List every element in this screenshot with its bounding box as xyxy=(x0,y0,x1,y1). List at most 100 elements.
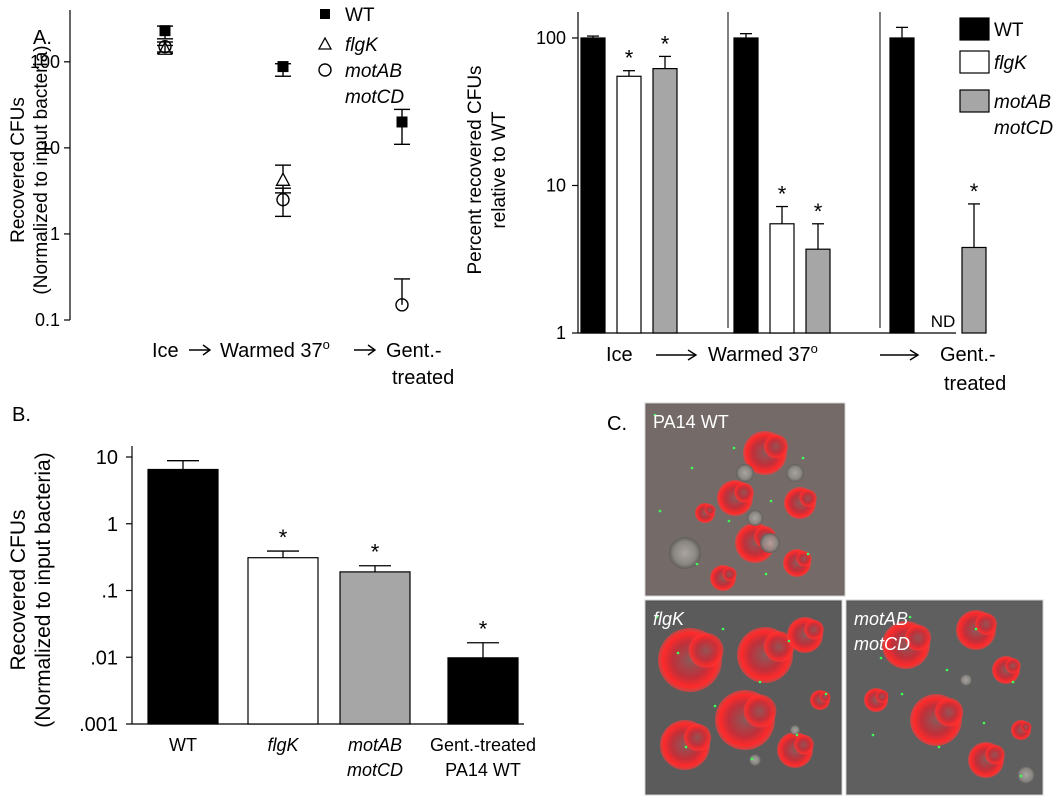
bacterium xyxy=(655,615,659,619)
bacterium xyxy=(937,745,941,749)
cell xyxy=(747,510,763,526)
legend-item: flgK xyxy=(317,35,379,56)
data-point-wt xyxy=(277,61,289,73)
data-point-flgk xyxy=(275,171,291,186)
category-label: WT xyxy=(169,735,197,755)
micrograph-label: PA14 WT xyxy=(653,412,729,432)
panel-a-bar-legend: WT flgK motAB motCD xyxy=(959,17,1053,139)
legend-label: flgK xyxy=(994,53,1028,74)
error-bar xyxy=(659,55,671,69)
ytick-label: 10 xyxy=(40,138,60,158)
ytick-label: 10 xyxy=(96,447,118,469)
bacterium xyxy=(684,745,688,749)
legend-label-line2: motCD xyxy=(345,87,404,108)
bacterium xyxy=(1019,774,1023,778)
bacterium xyxy=(721,627,725,631)
ytick-label: 1 xyxy=(107,514,118,536)
significance-star: * xyxy=(371,540,380,565)
significance-star: * xyxy=(814,199,823,224)
ytick-label: .001 xyxy=(79,714,118,736)
legend-swatch xyxy=(959,89,990,113)
bacterium xyxy=(787,639,791,643)
micrograph-1: PA14 WT xyxy=(644,402,846,597)
category-label-line2: motCD xyxy=(347,760,403,780)
bar xyxy=(769,223,795,334)
error-bar xyxy=(812,223,824,250)
significance-star: * xyxy=(279,525,288,550)
circle-marker-icon xyxy=(318,63,332,77)
triangle-marker-icon xyxy=(317,36,333,50)
bacterium xyxy=(658,509,662,513)
ytick-label: 0.1 xyxy=(35,310,60,330)
not-detected-label: ND xyxy=(931,312,956,331)
legend-label: WT xyxy=(345,5,375,26)
bacterium xyxy=(982,721,986,725)
bacterium xyxy=(727,519,731,523)
significance-star: * xyxy=(778,182,787,207)
micrograph-label: motAB xyxy=(854,609,908,629)
error-bar xyxy=(587,35,599,38)
bacterium xyxy=(945,668,949,672)
ytick-label: 100 xyxy=(30,52,60,72)
ytick-label: .1 xyxy=(101,581,118,603)
bar xyxy=(961,246,987,334)
bacterium xyxy=(676,651,680,655)
panel-b-bar: B. .001 .01 .1 1 10 * * * WT flgK motAB motCD Gent… xyxy=(7,404,536,780)
error-bar xyxy=(359,565,391,572)
legend-label: WT xyxy=(994,20,1024,41)
legend-item: motAB motCD xyxy=(959,89,1053,139)
legend-label: motAB xyxy=(994,92,1051,113)
significance-star: * xyxy=(625,46,634,71)
xlabel-gent-2: treated xyxy=(392,367,454,389)
bar xyxy=(339,571,411,725)
bacterium xyxy=(900,692,904,696)
panel-a-scatter: A. 0.1 1 10 100 Recovered CFUs (Normalized … xyxy=(8,5,454,389)
bacterium xyxy=(732,446,736,450)
legend-item: WT xyxy=(959,17,1024,41)
significance-star: * xyxy=(661,31,670,56)
panel-a-bar-ylabel-line2: relative to WT xyxy=(489,111,510,229)
bacterium xyxy=(653,413,657,417)
ytick-label: 100 xyxy=(536,28,566,48)
bacterium xyxy=(824,692,828,696)
bacterium xyxy=(908,615,912,619)
bar xyxy=(580,37,606,334)
ytick-label: 1 xyxy=(50,224,60,244)
error-bar xyxy=(896,26,908,38)
cell xyxy=(760,533,780,553)
category-label: Gent.-treated xyxy=(430,735,536,755)
panel-label-c: C. xyxy=(607,413,627,435)
error-bar xyxy=(467,642,499,658)
square-marker-icon xyxy=(320,9,330,19)
panel-a-bar-xlabel: Ice Warmed 37o Gent.- treated xyxy=(606,341,1006,395)
xlabel-ice: Ice xyxy=(606,344,633,366)
legend-item: flgK xyxy=(959,50,1028,74)
error-bar xyxy=(267,550,299,558)
cell xyxy=(1017,766,1035,784)
category-label: flgK xyxy=(267,735,299,755)
bar xyxy=(652,68,678,334)
bacterium xyxy=(879,656,883,660)
legend-label: flgK xyxy=(345,35,379,56)
cell xyxy=(749,754,761,766)
bacterium xyxy=(871,733,875,737)
micrograph-label-line2: motCD xyxy=(854,634,910,654)
bacterium xyxy=(764,572,768,576)
bar xyxy=(247,557,319,725)
bacterium xyxy=(690,466,694,470)
error-bar xyxy=(394,278,410,305)
category-label: motAB xyxy=(348,735,402,755)
error-bar xyxy=(167,460,199,470)
xlabel-warmed: Warmed 37o xyxy=(708,341,818,366)
error-bar xyxy=(740,32,752,38)
cell xyxy=(669,537,701,569)
data-point-wt xyxy=(396,116,408,128)
error-bar xyxy=(776,205,788,224)
panel-a-scatter-ylabel-line2: (Normalized to input bacteria) xyxy=(31,45,52,294)
significance-star: * xyxy=(479,617,488,642)
data-point-wt xyxy=(159,25,171,37)
legend-item: motAB motCD xyxy=(318,61,404,108)
significance-star: * xyxy=(970,179,979,204)
ytick-label: 1 xyxy=(556,323,566,343)
